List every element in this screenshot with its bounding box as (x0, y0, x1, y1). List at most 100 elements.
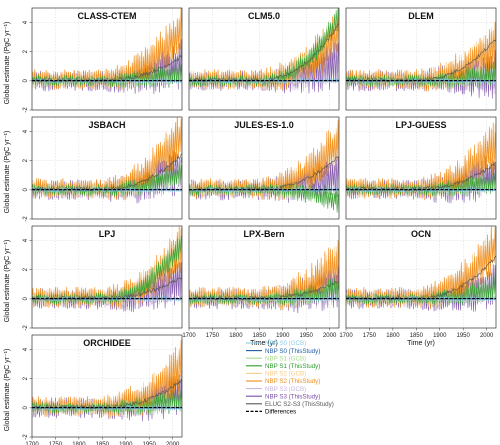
panel-title: JSBACH (88, 120, 125, 130)
legend-label-nbp-s2-this: NBP S2 (ThisStudy) (265, 378, 320, 385)
legend-label-nbp-s0-this: NBP S0 (ThisStudy) (265, 348, 320, 355)
x-tick-label: 1950 (143, 442, 157, 445)
legend-label-nbp-s1-this: NBP S1 (ThisStudy) (265, 363, 320, 370)
panel-jules-es-1-0: JULES-ES-1.0 (188, 116, 340, 220)
panel-frame (188, 225, 340, 329)
y-tick-label: 4 (23, 238, 29, 242)
panel-frame (31, 7, 183, 111)
x-tick-label: 1800 (386, 333, 400, 339)
panel-frame (31, 116, 183, 220)
x-tick-label: 1700 (25, 442, 39, 445)
x-tick-label: 1900 (276, 333, 290, 339)
plot-area (346, 122, 496, 204)
panel-title: CLM5.0 (248, 11, 280, 21)
x-tick-label: 1750 (206, 333, 220, 339)
plot-area (32, 339, 182, 422)
plot-area (346, 226, 496, 312)
panel-title: LPJ (99, 229, 116, 239)
panel-frame (31, 225, 183, 329)
series-nbp-s3-this (189, 157, 339, 203)
panel-lpj-guess: LPJ-GUESS (345, 116, 497, 220)
panel-title: OCN (411, 229, 431, 239)
x-tick-label: 1900 (119, 442, 133, 445)
y-tick-label: 0 (23, 188, 29, 192)
series-nbp-s1-this (32, 235, 182, 305)
panel-ocn: OCN 1700 1750 1800 1850 1900 1950 2000 Time (yr) (339, 225, 497, 347)
series-elucs2s3 (32, 153, 182, 192)
legend-label-elucs2s3: ELUC S2-S3 (ThisStudy) (265, 401, 334, 408)
y-tick-label: 4 (23, 347, 29, 351)
plot-area (189, 240, 339, 314)
plot-area (32, 117, 182, 204)
panel-frame (345, 116, 497, 220)
y-tick-label: 4 (23, 129, 29, 133)
series-nbp-s1-this (346, 172, 496, 198)
x-tick-label: 1950 (300, 333, 314, 339)
panel-title: LPX-Bern (243, 229, 284, 239)
panel-title: CLASS-CTEM (78, 11, 137, 21)
x-axis-label: Time (yr) (250, 340, 278, 347)
panel-frame (188, 116, 340, 220)
y-tick-label: -2 (23, 434, 29, 440)
panel-frame (188, 7, 340, 111)
y-axis-label: Global estimate (PgC yr⁻¹) (4, 240, 11, 323)
x-tick-label: 1800 (72, 442, 86, 445)
series-elucs2s3 (346, 162, 496, 192)
panel-lpx-bern: LPX-Bern 1700 1750 1800 1850 1900 1950 2000 Time… (182, 225, 340, 347)
panel-title: ORCHIDEE (83, 338, 131, 348)
series-nbp-s1-this (32, 162, 182, 197)
y-axis-label: Global estimate (PgC yr⁻¹) (4, 131, 11, 214)
x-tick-label: 1700 (339, 333, 353, 339)
legend-label-nbp-s2-gcb: NBP S2 (GCB) (265, 371, 306, 378)
panel-lpj: LPJ -2 0 2 4 (23, 225, 183, 331)
y-tick-label: 4 (23, 20, 29, 24)
x-tick-label: 1850 (96, 442, 110, 445)
x-axis-label: Time (yr) (407, 340, 435, 347)
x-tick-label: 1850 (410, 333, 424, 339)
plot-area (32, 226, 182, 313)
x-tick-label: 1900 (433, 333, 447, 339)
y-tick-label: -2 (23, 216, 29, 222)
x-tick-label: 2000 (166, 442, 180, 445)
y-tick-label: 2 (23, 267, 29, 271)
x-tick-label: 2000 (323, 333, 337, 339)
y-tick-label: 0 (23, 406, 29, 410)
y-tick-label: -2 (23, 325, 29, 331)
plot-area (346, 21, 496, 99)
y-tick-label: 2 (23, 376, 29, 380)
x-tick-label: 1700 (182, 333, 196, 339)
y-tick-label: 0 (23, 297, 29, 301)
x-tick-label: 1850 (253, 333, 267, 339)
x-tick-label: 1800 (229, 333, 243, 339)
series-elucs2s3 (346, 39, 496, 83)
plot-area (189, 8, 339, 94)
legend: NBP S0 (GCB)NBP S0 (ThisStudy)NBP S1 (GC… (246, 340, 334, 416)
x-tick-label: 1750 (363, 333, 377, 339)
y-axis-label: Global estimate (PgC yr⁻¹) (4, 349, 11, 432)
y-tick-label: -2 (23, 107, 29, 113)
series-nbp-s2-gcb (346, 227, 496, 308)
plot-area (32, 8, 182, 95)
series-nbp-s2-this (32, 117, 182, 201)
panel-class-ctem: CLASS-CTEM -2 0 2 4 (23, 7, 183, 113)
x-tick-label: 1950 (457, 333, 471, 339)
panel-dlem: DLEM (345, 7, 497, 111)
y-tick-label: 0 (23, 79, 29, 83)
panel-frame (345, 225, 497, 329)
legend-label-nbp-s0-gcb: NBP S0 (GCB) (265, 340, 306, 347)
series-elucs2s3 (189, 281, 339, 301)
panel-orchidee: ORCHIDEE -2 0 2 4 1700 1750 1800 1850 1900 1950 200… (23, 334, 183, 445)
panel-title: DLEM (408, 11, 434, 21)
panel-title: LPJ-GUESS (395, 120, 446, 130)
panel-title: JULES-ES-1.0 (234, 120, 294, 130)
panel-clm5-0: CLM5.0 (188, 7, 340, 111)
series-elucs2s3 (346, 254, 496, 301)
series-elucs2s3 (189, 155, 339, 193)
panel-frame (31, 334, 183, 438)
x-tick-label: 1750 (49, 442, 63, 445)
panel-frame (345, 7, 497, 111)
y-axis-label: Global estimate (PgC yr⁻¹) (4, 22, 11, 105)
legend-label-nbp-s3-gcb: NBP S3 (GCB) (265, 386, 306, 393)
legend-label-nbp-s1-gcb: NBP S1 (GCB) (265, 355, 306, 362)
